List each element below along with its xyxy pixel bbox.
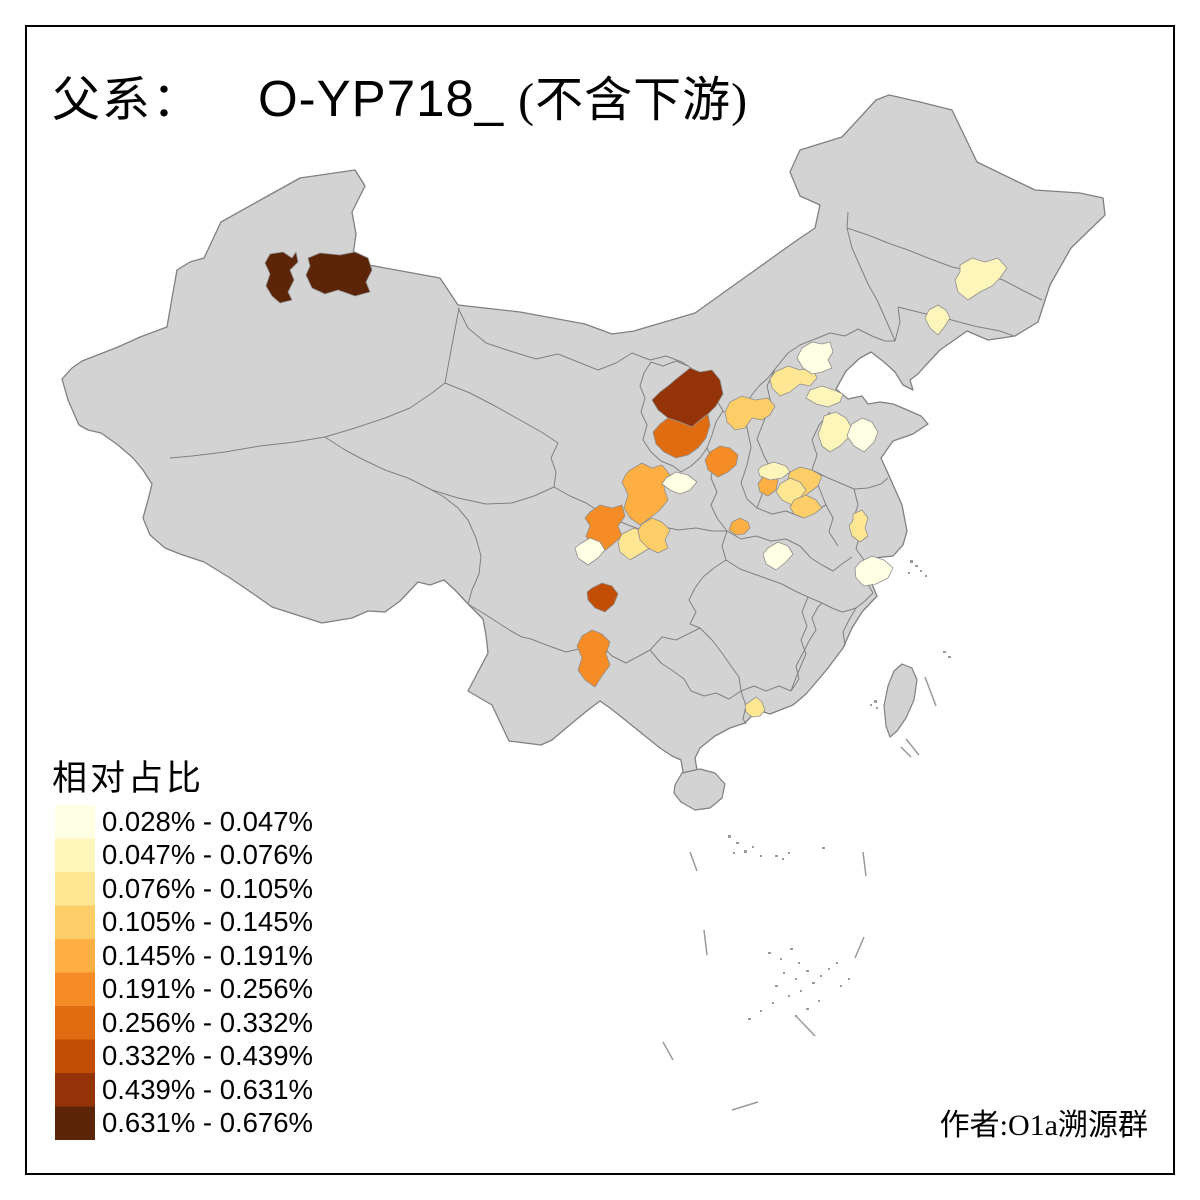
- map-region-16: [789, 494, 823, 519]
- hainan-island: [673, 768, 726, 811]
- map-region-21: [574, 537, 606, 566]
- map-region-30: [744, 696, 766, 718]
- legend-title: 相对占比: [52, 759, 205, 798]
- legend-label-9: 0.439% - 0.631%: [102, 1073, 313, 1105]
- legend-swatch-8: [55, 1039, 95, 1073]
- legend-label-4: 0.105% - 0.145%: [102, 906, 313, 938]
- map-region-10: [817, 411, 853, 453]
- legend-swatch-7: [55, 1006, 95, 1040]
- legend-swatch-10: [55, 1106, 95, 1140]
- plot-frame: [25, 25, 1175, 1175]
- map-region-13: [757, 461, 791, 481]
- title-suffix: (不含下游): [518, 74, 749, 127]
- map-region-4: [652, 413, 711, 459]
- map-region-6: [724, 395, 776, 431]
- sea-islands: [728, 560, 951, 1020]
- map-region-23: [637, 517, 671, 554]
- legend-label-5: 0.145% - 0.191%: [102, 939, 313, 971]
- choropleth-regions: [264, 251, 1008, 718]
- map-region-17: [848, 509, 869, 543]
- map-region-7: [769, 365, 818, 397]
- map-region-31: [728, 517, 751, 536]
- map-region-5: [704, 445, 739, 478]
- map-title: 父系： O-YP718_ (不含下游): [52, 60, 748, 130]
- map-region-18: [854, 555, 894, 587]
- map-region-2: [305, 251, 373, 297]
- legend-swatch-1: [55, 805, 95, 839]
- map-region-8: [796, 341, 834, 375]
- map-region-24: [621, 462, 671, 526]
- map-region-1: [264, 251, 299, 304]
- legend-swatch-6: [55, 972, 95, 1006]
- sea-boundary-dashes: [662, 676, 937, 1111]
- map-region-27: [576, 629, 611, 688]
- legend-label-6: 0.191% - 0.256%: [102, 973, 313, 1005]
- map-region-19: [762, 541, 794, 571]
- legend-swatch-3: [55, 872, 95, 906]
- legend-label-1: 0.028% - 0.047%: [102, 805, 313, 837]
- legend-swatch-9: [55, 1073, 95, 1107]
- legend-swatch-4: [55, 905, 95, 939]
- map-region-26: [586, 582, 619, 613]
- legend-label-7: 0.256% - 0.332%: [102, 1006, 313, 1038]
- map-region-11: [846, 417, 879, 453]
- title-haplogroup: O-YP718_: [258, 70, 505, 127]
- legend-label-2: 0.047% - 0.076%: [102, 839, 313, 871]
- legend-label-3: 0.076% - 0.105%: [102, 872, 313, 904]
- legend-swatch-2: [55, 838, 95, 872]
- map-region-9: [805, 385, 844, 408]
- title-prefix: 父系：: [52, 74, 203, 127]
- legend-swatch-column: [55, 805, 95, 1140]
- legend-swatch-5: [55, 939, 95, 973]
- taiwan-island: [883, 663, 918, 738]
- legend-labels: 0.028% - 0.047% 0.047% - 0.076% 0.076% -…: [102, 805, 313, 1140]
- map-region-25: [661, 471, 698, 495]
- legend-label-10: 0.631% - 0.676%: [102, 1107, 313, 1139]
- attribution: 作者:O1a溯源群: [939, 1109, 1148, 1142]
- map-region-28: [954, 257, 1008, 301]
- map-region-29: [924, 304, 951, 336]
- legend-label-8: 0.332% - 0.439%: [102, 1040, 313, 1072]
